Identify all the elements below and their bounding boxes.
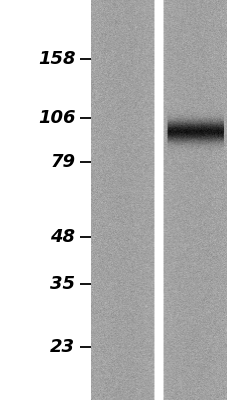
- Text: 48: 48: [50, 228, 75, 246]
- Bar: [0, 0, 91, 400]
- Text: 23: 23: [50, 338, 75, 356]
- Text: 158: 158: [38, 50, 75, 68]
- Text: 106: 106: [38, 110, 75, 128]
- Text: 35: 35: [50, 275, 75, 293]
- Text: 79: 79: [50, 154, 75, 172]
